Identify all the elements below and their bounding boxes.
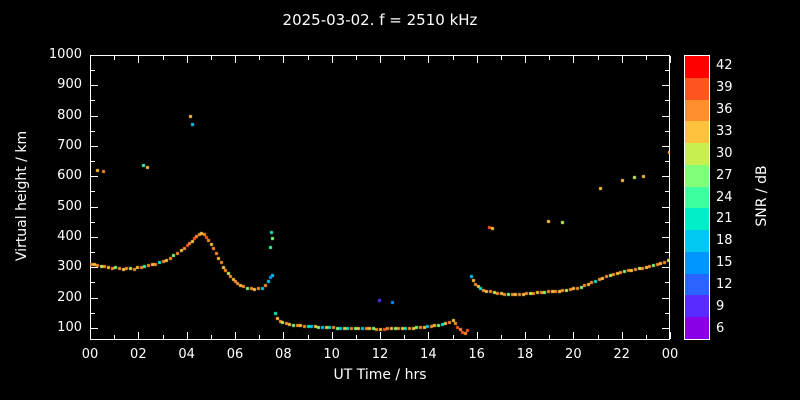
x-tick-label: 04 (178, 347, 195, 362)
colorbar-tick-label: 9 (716, 299, 725, 315)
x-tick-label: 10 (323, 347, 340, 362)
x-axis-label: UT Time / hrs (333, 367, 427, 383)
colorbar-band (685, 251, 709, 274)
colorbar-tick-label: 24 (716, 189, 733, 205)
colorbar-label: SNR / dB (754, 165, 770, 227)
colorbar-band (685, 186, 709, 209)
colorbar-band (685, 99, 709, 122)
colorbar-tick-label: 36 (716, 101, 733, 117)
x-tick-label: 12 (371, 347, 389, 362)
y-tick-label: 1000 (48, 47, 82, 62)
colorbar-band (685, 295, 709, 318)
colorbar-tick-label: 18 (716, 233, 733, 249)
chart-title: 2025-03-02. f = 2510 kHz (282, 11, 478, 29)
x-tick-label: 06 (226, 347, 244, 362)
colorbar-band (685, 121, 709, 144)
colorbar-tick-label: 30 (716, 145, 733, 161)
y-tick-label: 100 (57, 319, 82, 335)
colorbar (684, 55, 710, 340)
colorbar-band (685, 273, 709, 296)
x-tick-label: 22 (613, 347, 630, 362)
y-axis-label: Virtual height / km (14, 130, 30, 262)
y-tick-label: 400 (57, 228, 82, 244)
colorbar-tick-label: 12 (716, 277, 733, 293)
x-tick-label: 20 (565, 347, 582, 362)
colorbar-tick-label: 33 (716, 123, 733, 139)
x-tick-label: 16 (468, 347, 485, 362)
colorbar-band (685, 143, 709, 165)
y-tick-label: 700 (57, 137, 82, 153)
colorbar-tick-label: 15 (716, 255, 733, 271)
x-tick-label: 02 (130, 347, 147, 362)
colorbar-tick-label: 21 (716, 211, 733, 227)
colorbar-tick-label: 27 (716, 167, 733, 183)
y-tick-label: 900 (57, 77, 82, 93)
colorbar-band (685, 230, 709, 252)
scatter-canvas (90, 55, 670, 340)
x-tick (670, 56, 671, 63)
colorbar-band (685, 164, 709, 187)
y-tick-label: 300 (57, 259, 82, 275)
colorbar-band (685, 77, 709, 100)
y-tick-label: 800 (57, 107, 82, 123)
y-tick-label: 600 (57, 168, 82, 184)
y-tick-label: 200 (57, 289, 82, 305)
colorbar-tick-label: 39 (716, 79, 733, 95)
colorbar-tick-label: 6 (716, 321, 725, 337)
colorbar-band (685, 317, 709, 339)
x-tick-label: 18 (516, 347, 534, 362)
x-tick-label: 14 (420, 347, 437, 362)
x-tick-label: 00 (661, 347, 679, 362)
colorbar-tick-label: 42 (716, 57, 733, 73)
colorbar-band (685, 208, 709, 231)
colorbar-band (685, 56, 709, 78)
x-tick-label: 08 (275, 347, 292, 362)
x-tick-label: 00 (81, 347, 99, 362)
x-tick (670, 332, 671, 339)
y-tick-label: 500 (57, 198, 82, 214)
